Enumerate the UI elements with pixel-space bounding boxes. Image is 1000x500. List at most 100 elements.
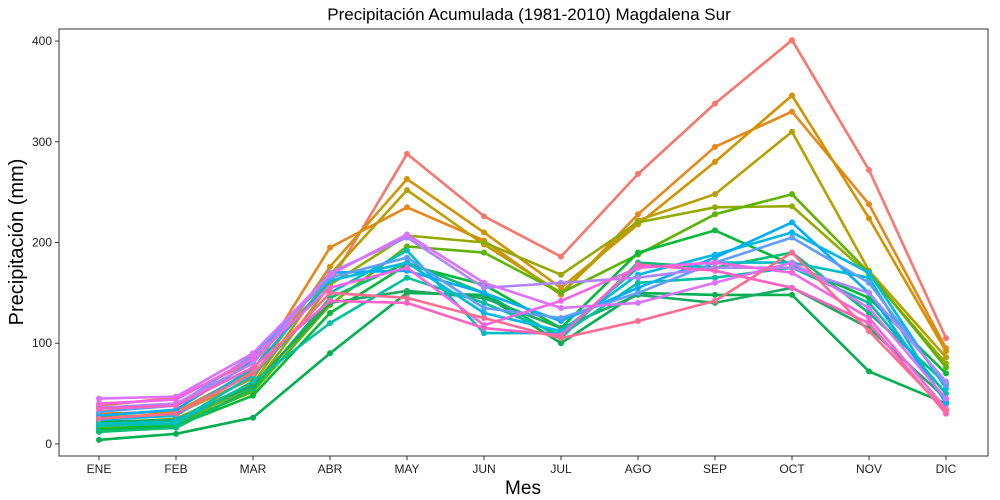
data-point [712, 100, 718, 107]
data-point [96, 405, 102, 412]
data-point [404, 274, 410, 281]
y-tick-label: 300 [32, 135, 52, 149]
y-tick-label: 400 [32, 34, 52, 48]
data-point [404, 231, 410, 238]
x-tick-label: JUL [550, 462, 572, 476]
x-tick-label: DIC [936, 462, 957, 476]
data-point [558, 284, 564, 291]
y-tick-label: 100 [32, 336, 52, 350]
data-point [558, 335, 564, 342]
data-point [558, 297, 564, 304]
data-point [712, 279, 718, 286]
data-point [789, 108, 795, 115]
data-point [789, 219, 795, 226]
data-point [866, 215, 872, 222]
data-point [173, 430, 179, 437]
data-point [789, 269, 795, 276]
data-point [635, 279, 641, 286]
data-point [327, 271, 333, 278]
data-point [404, 150, 410, 157]
y-tick-label: 200 [32, 236, 52, 250]
data-point [789, 191, 795, 198]
data-point [96, 415, 102, 422]
data-point [481, 213, 487, 220]
data-point [943, 370, 949, 377]
data-point [943, 335, 949, 342]
data-point [712, 211, 718, 218]
data-point [866, 368, 872, 375]
data-point [250, 378, 256, 385]
y-axis-title: Precipitación (mm) [6, 159, 28, 326]
data-point [404, 299, 410, 306]
data-point [481, 315, 487, 322]
series-13 [96, 229, 949, 423]
data-point [789, 128, 795, 135]
data-point [712, 191, 718, 198]
data-point [866, 304, 872, 311]
series-line [97, 263, 948, 416]
data-point [481, 249, 487, 256]
data-point [789, 259, 795, 266]
data-point [789, 284, 795, 291]
data-point [558, 271, 564, 278]
data-point [866, 299, 872, 306]
data-point [635, 219, 641, 226]
data-point [789, 291, 795, 298]
x-tick-label: OCT [779, 462, 805, 476]
y-tick-label: 0 [45, 437, 52, 451]
data-point [481, 299, 487, 306]
data-point [96, 428, 102, 435]
data-point [635, 274, 641, 281]
data-point [712, 297, 718, 304]
data-point [327, 309, 333, 316]
data-point [712, 267, 718, 274]
data-point [96, 400, 102, 407]
data-point [481, 294, 487, 301]
data-point [404, 187, 410, 194]
data-point [712, 254, 718, 261]
data-point [789, 37, 795, 44]
series-3 [96, 92, 949, 421]
data-point [250, 350, 256, 357]
data-point [173, 402, 179, 409]
data-point [404, 259, 410, 266]
data-point [481, 284, 487, 291]
series-line [97, 251, 948, 434]
data-point [943, 364, 949, 371]
series-line [97, 233, 948, 400]
x-axis-title: Mes [505, 478, 541, 499]
data-point [635, 249, 641, 256]
data-point [481, 279, 487, 286]
data-point [327, 350, 333, 357]
data-point [327, 297, 333, 304]
data-point [789, 92, 795, 99]
data-point [943, 407, 949, 414]
data-point [943, 354, 949, 361]
data-point [866, 279, 872, 286]
data-point [250, 414, 256, 421]
data-point [789, 249, 795, 256]
x-tick-label: ABR [318, 462, 343, 476]
data-point [712, 227, 718, 234]
data-point [789, 203, 795, 210]
series-16 [96, 234, 949, 411]
data-point [712, 291, 718, 298]
x-tick-label: FEB [164, 462, 187, 476]
x-tick-label: MAR [240, 462, 267, 476]
data-point [173, 396, 179, 403]
data-point [558, 279, 564, 286]
data-point [712, 204, 718, 211]
data-point [866, 269, 872, 276]
x-tick-label: ENE [87, 462, 112, 476]
x-tick-label: NOV [856, 462, 882, 476]
data-point [789, 234, 795, 241]
data-point [173, 410, 179, 417]
data-point [481, 289, 487, 296]
data-point [635, 211, 641, 218]
data-point [866, 201, 872, 208]
series-line [97, 261, 948, 411]
data-point [558, 289, 564, 296]
x-tick-label: AGO [625, 462, 652, 476]
data-point [96, 436, 102, 443]
